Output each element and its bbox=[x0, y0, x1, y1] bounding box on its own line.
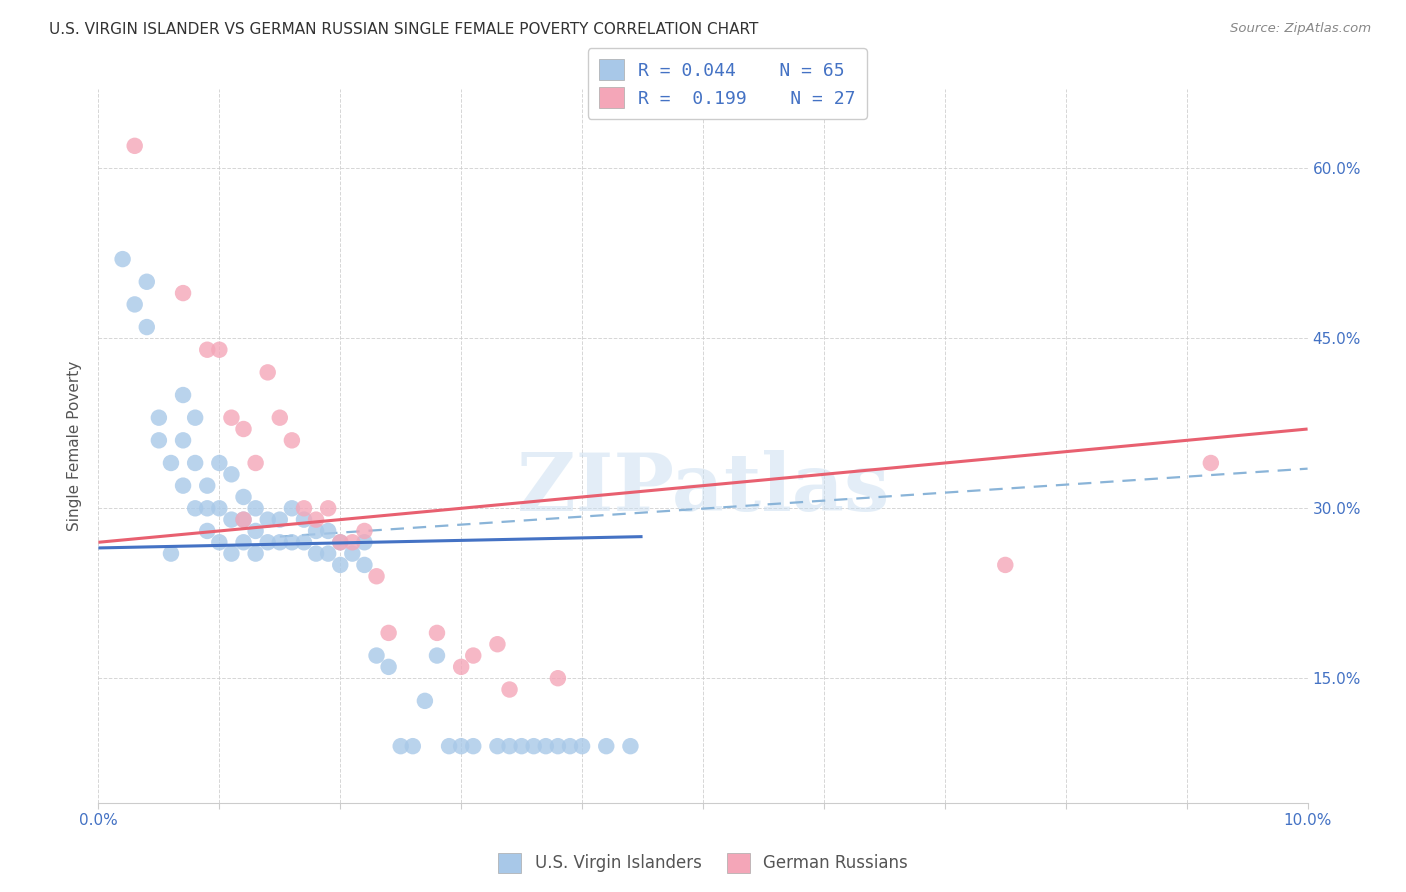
Point bbox=[305, 513, 328, 527]
Point bbox=[172, 286, 194, 301]
Point bbox=[329, 535, 352, 549]
Point bbox=[486, 739, 509, 754]
Point bbox=[498, 739, 520, 754]
Point bbox=[221, 410, 243, 425]
Point bbox=[195, 524, 218, 538]
Point bbox=[208, 456, 231, 470]
Point bbox=[316, 501, 339, 516]
Point bbox=[256, 513, 278, 527]
Legend: R = 0.044    N = 65, R =  0.199    N = 27: R = 0.044 N = 65, R = 0.199 N = 27 bbox=[588, 48, 866, 119]
Point bbox=[547, 671, 569, 685]
Point bbox=[510, 739, 533, 754]
Point bbox=[195, 501, 218, 516]
Point bbox=[232, 513, 254, 527]
Point bbox=[1199, 456, 1222, 470]
Point bbox=[316, 547, 339, 561]
Point bbox=[124, 297, 146, 311]
Point bbox=[377, 660, 399, 674]
Point bbox=[558, 739, 581, 754]
Point bbox=[316, 524, 339, 538]
Point bbox=[292, 535, 315, 549]
Point bbox=[245, 524, 267, 538]
Point bbox=[172, 434, 194, 448]
Point bbox=[426, 648, 449, 663]
Point bbox=[426, 626, 449, 640]
Point bbox=[366, 569, 388, 583]
Point bbox=[221, 547, 243, 561]
Point bbox=[184, 501, 207, 516]
Point bbox=[281, 501, 304, 516]
Point bbox=[353, 524, 375, 538]
Point bbox=[124, 138, 146, 153]
Point bbox=[353, 558, 375, 572]
Point bbox=[402, 739, 425, 754]
Point bbox=[245, 501, 267, 516]
Point bbox=[172, 388, 194, 402]
Point bbox=[184, 456, 207, 470]
Point bbox=[377, 626, 399, 640]
Point bbox=[208, 535, 231, 549]
Point bbox=[135, 320, 157, 334]
Point bbox=[292, 501, 315, 516]
Point bbox=[450, 739, 472, 754]
Point bbox=[195, 478, 218, 492]
Legend: U.S. Virgin Islanders, German Russians: U.S. Virgin Islanders, German Russians bbox=[491, 847, 915, 880]
Point bbox=[463, 648, 485, 663]
Point bbox=[571, 739, 593, 754]
Point bbox=[208, 343, 231, 357]
Point bbox=[305, 547, 328, 561]
Point bbox=[595, 739, 617, 754]
Point bbox=[486, 637, 509, 651]
Point bbox=[463, 739, 485, 754]
Point bbox=[232, 490, 254, 504]
Point bbox=[232, 422, 254, 436]
Point bbox=[366, 648, 388, 663]
Point bbox=[148, 434, 170, 448]
Point bbox=[232, 513, 254, 527]
Point bbox=[342, 547, 364, 561]
Point bbox=[994, 558, 1017, 572]
Point bbox=[135, 275, 157, 289]
Point bbox=[547, 739, 569, 754]
Point bbox=[111, 252, 134, 266]
Point bbox=[269, 410, 291, 425]
Point bbox=[292, 513, 315, 527]
Point bbox=[256, 365, 278, 379]
Point bbox=[221, 467, 243, 482]
Point bbox=[245, 456, 267, 470]
Text: Source: ZipAtlas.com: Source: ZipAtlas.com bbox=[1230, 22, 1371, 36]
Point bbox=[160, 456, 183, 470]
Point bbox=[148, 410, 170, 425]
Point bbox=[498, 682, 520, 697]
Point bbox=[305, 524, 328, 538]
Point bbox=[221, 513, 243, 527]
Text: U.S. VIRGIN ISLANDER VS GERMAN RUSSIAN SINGLE FEMALE POVERTY CORRELATION CHART: U.S. VIRGIN ISLANDER VS GERMAN RUSSIAN S… bbox=[49, 22, 759, 37]
Point bbox=[450, 660, 472, 674]
Point bbox=[184, 410, 207, 425]
Text: ZIPatlas: ZIPatlas bbox=[517, 450, 889, 528]
Point bbox=[413, 694, 436, 708]
Point bbox=[534, 739, 557, 754]
Point bbox=[195, 343, 218, 357]
Point bbox=[245, 547, 267, 561]
Point bbox=[269, 513, 291, 527]
Point bbox=[281, 434, 304, 448]
Point bbox=[523, 739, 546, 754]
Point bbox=[329, 535, 352, 549]
Point bbox=[172, 478, 194, 492]
Point bbox=[208, 501, 231, 516]
Point bbox=[281, 535, 304, 549]
Point bbox=[329, 558, 352, 572]
Y-axis label: Single Female Poverty: Single Female Poverty bbox=[67, 361, 83, 531]
Point bbox=[437, 739, 460, 754]
Point bbox=[232, 535, 254, 549]
Point bbox=[342, 535, 364, 549]
Point bbox=[160, 547, 183, 561]
Point bbox=[269, 535, 291, 549]
Point bbox=[389, 739, 412, 754]
Point bbox=[256, 535, 278, 549]
Point bbox=[619, 739, 641, 754]
Point bbox=[353, 535, 375, 549]
